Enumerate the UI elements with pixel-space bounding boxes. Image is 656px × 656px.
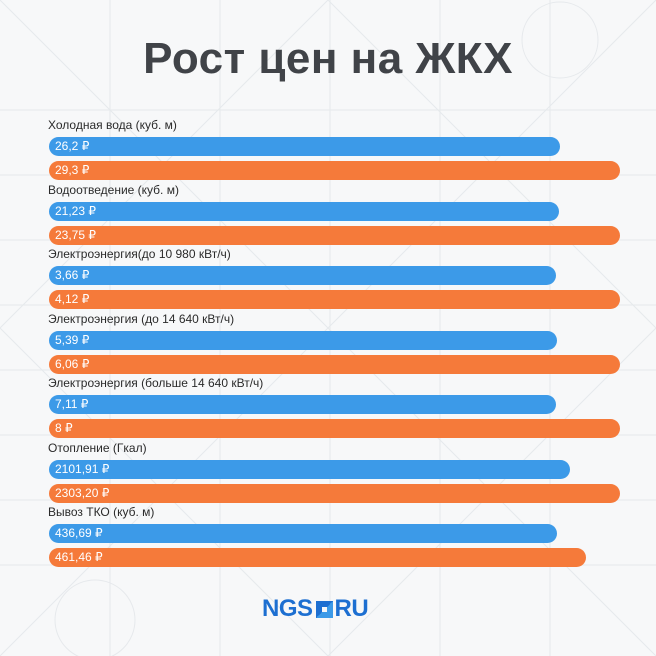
- bar-old-price: 5,39 ₽: [49, 330, 557, 350]
- bar-new-price: 8 ₽: [49, 419, 620, 438]
- category-label: Водоотведение (куб. м): [48, 182, 179, 197]
- bar-new-price: 461,46 ₽: [49, 548, 586, 567]
- bar-new-price: 23,75 ₽: [49, 225, 620, 245]
- category-group: Водоотведение (куб. м) 21,23 ₽ 23,75 ₽: [0, 183, 656, 245]
- category-group: Холодная вода (куб. м) 26,2 ₽ 29,3 ₽: [0, 118, 656, 180]
- bar-old-price: 21,23 ₽: [49, 201, 559, 221]
- page-title: Рост цен на ЖКХ: [143, 34, 513, 83]
- category-group: Вывоз ТКО (куб. м) 436,69 ₽ 461,46 ₽: [0, 505, 656, 567]
- bar-new-price: 2303,20 ₽: [49, 483, 620, 503]
- bar-new-price: 4,12 ₽: [49, 290, 620, 309]
- bar-old-price: 436,69 ₽: [49, 524, 557, 543]
- logo-brand: NGS: [262, 595, 313, 622]
- bar-old-price: 2101,91 ₽: [49, 459, 570, 479]
- bar-old-price: 26,2 ₽: [49, 137, 560, 156]
- category-group: Электроэнергия (до 14 640 кВт/ч) 5,39 ₽ 6,…: [0, 312, 656, 374]
- category-label: Электроэнергия (больше 14 640 кВт/ч): [48, 376, 264, 390]
- category-label: Вывоз ТКО (куб. м): [48, 505, 155, 519]
- category-label: Отопление (Гкал): [48, 440, 147, 455]
- category-group: Электроэнергия (больше 14 640 кВт/ч) 7,11…: [0, 376, 656, 438]
- category-label: Электроэнергия(до 10 980 кВт/ч): [48, 247, 231, 261]
- ngs-logo: NGS RU: [262, 595, 369, 622]
- category-label: Электроэнергия (до 14 640 кВт/ч): [48, 311, 235, 326]
- logo-domain: RU: [334, 595, 369, 622]
- logo-square-icon: [315, 600, 333, 618]
- category-label: Холодная вода (куб. м): [48, 118, 177, 132]
- bar-new-price: 6,06 ₽: [49, 354, 620, 374]
- category-group: Отопление (Гкал) 2101,91 ₽ 2303,20 ₽: [0, 441, 656, 503]
- bar-old-price: 3,66 ₽: [49, 266, 556, 285]
- bar-old-price: 7,11 ₽: [49, 395, 556, 414]
- category-group: Электроэнергия(до 10 980 кВт/ч) 3,66 ₽ 4,1…: [0, 247, 656, 309]
- bar-new-price: 29,3 ₽: [49, 161, 620, 180]
